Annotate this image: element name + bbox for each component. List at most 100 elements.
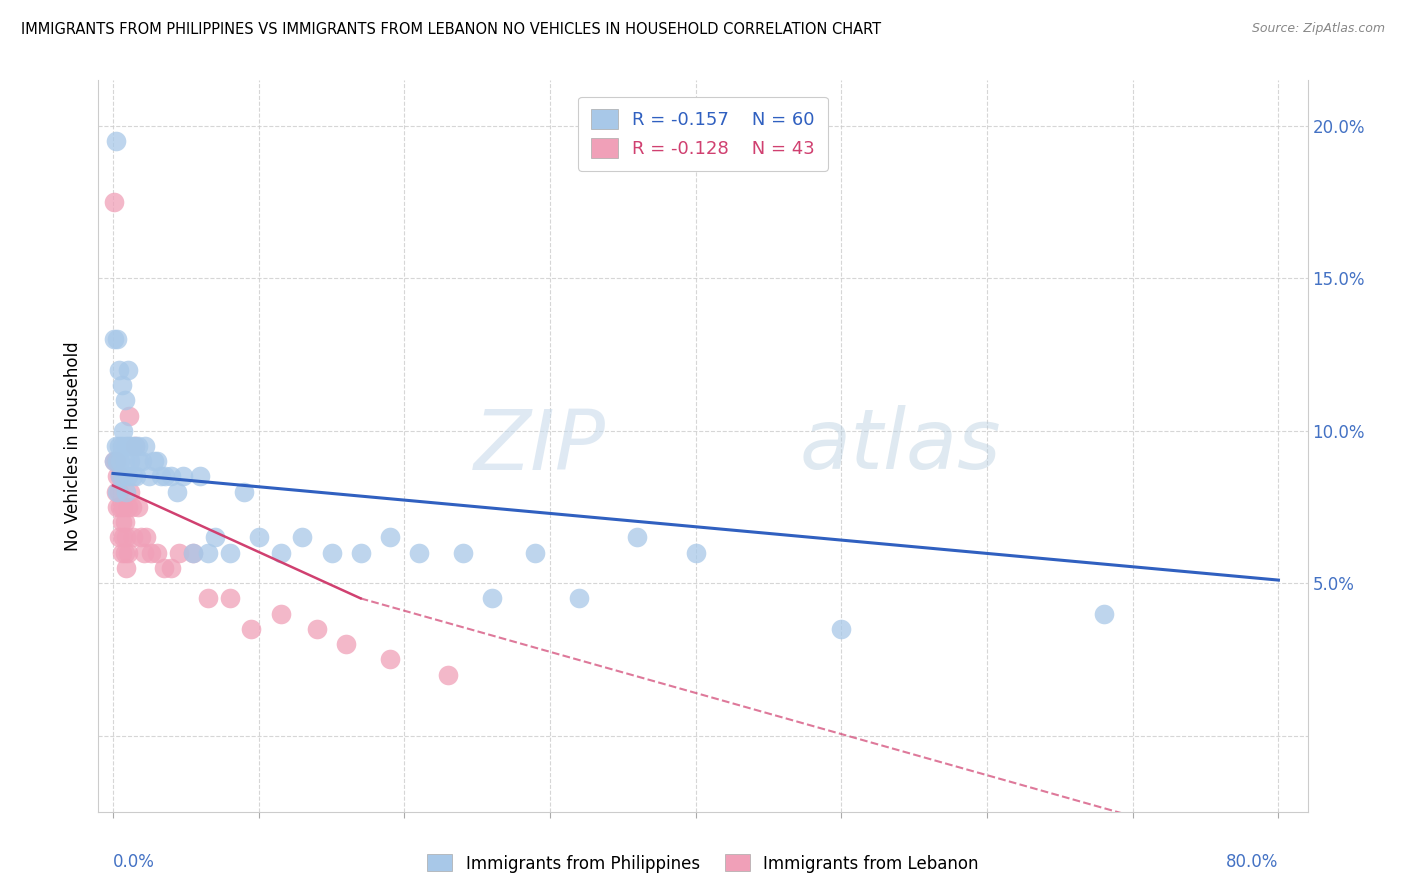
Point: [121, 439, 143, 453]
Text: ZIP: ZIP: [474, 406, 606, 486]
Point: [111, 546, 134, 560]
Point: [110, 469, 132, 483]
Point: [118, 409, 141, 423]
Point: [104, 439, 127, 453]
Point: [524, 546, 547, 560]
Point: [153, 561, 176, 575]
Point: [108, 484, 131, 499]
Point: [197, 591, 219, 606]
Point: [197, 546, 219, 560]
Point: [115, 484, 138, 499]
Point: [118, 439, 141, 453]
Point: [120, 484, 142, 499]
Point: [111, 378, 134, 392]
Point: [125, 469, 148, 483]
Point: [112, 530, 135, 544]
Point: [124, 439, 146, 453]
Point: [122, 530, 145, 544]
Point: [138, 469, 160, 483]
Point: [1092, 607, 1115, 621]
Text: Source: ZipAtlas.com: Source: ZipAtlas.com: [1251, 22, 1385, 36]
Point: [114, 546, 136, 560]
Point: [167, 546, 190, 560]
Point: [103, 332, 125, 346]
Point: [139, 546, 162, 560]
Point: [626, 530, 648, 544]
Text: atlas: atlas: [800, 406, 1001, 486]
Point: [104, 454, 127, 468]
Point: [335, 637, 357, 651]
Legend: R = -0.157    N = 60, R = -0.128    N = 43: R = -0.157 N = 60, R = -0.128 N = 43: [578, 96, 828, 170]
Point: [104, 484, 127, 499]
Point: [112, 469, 135, 483]
Point: [108, 439, 131, 453]
Point: [481, 591, 503, 606]
Point: [160, 469, 183, 483]
Point: [145, 546, 167, 560]
Point: [321, 546, 343, 560]
Point: [121, 500, 143, 514]
Point: [127, 500, 149, 514]
Point: [218, 591, 240, 606]
Point: [190, 469, 212, 483]
Point: [115, 530, 138, 544]
Point: [111, 515, 134, 529]
Point: [181, 546, 204, 560]
Point: [128, 454, 150, 468]
Point: [145, 454, 167, 468]
Point: [166, 484, 188, 499]
Point: [155, 469, 177, 483]
Point: [150, 469, 173, 483]
Point: [114, 454, 136, 468]
Point: [437, 667, 460, 681]
Point: [114, 393, 136, 408]
Point: [105, 454, 128, 468]
Point: [111, 439, 134, 453]
Text: IMMIGRANTS FROM PHILIPPINES VS IMMIGRANTS FROM LEBANON NO VEHICLES IN HOUSEHOLD : IMMIGRANTS FROM PHILIPPINES VS IMMIGRANT…: [21, 22, 882, 37]
Point: [134, 439, 156, 453]
Point: [218, 546, 240, 560]
Point: [291, 530, 314, 544]
Point: [103, 454, 125, 468]
Point: [270, 607, 292, 621]
Point: [105, 500, 128, 514]
Point: [110, 500, 132, 514]
Point: [305, 622, 328, 636]
Point: [124, 439, 146, 453]
Point: [685, 546, 707, 560]
Point: [378, 652, 401, 666]
Point: [408, 546, 430, 560]
Point: [378, 530, 401, 544]
Point: [108, 363, 131, 377]
Point: [204, 530, 226, 544]
Point: [129, 530, 152, 544]
Point: [127, 439, 149, 453]
Point: [122, 469, 145, 483]
Point: [108, 530, 131, 544]
Point: [132, 546, 155, 560]
Point: [117, 500, 139, 514]
Point: [112, 424, 135, 438]
Legend: Immigrants from Philippines, Immigrants from Lebanon: Immigrants from Philippines, Immigrants …: [420, 847, 986, 880]
Point: [110, 469, 132, 483]
Text: 80.0%: 80.0%: [1226, 854, 1278, 871]
Point: [105, 332, 128, 346]
Point: [142, 454, 165, 468]
Point: [117, 469, 139, 483]
Y-axis label: No Vehicles in Household: No Vehicles in Household: [65, 341, 83, 551]
Point: [103, 454, 125, 468]
Point: [115, 561, 138, 575]
Point: [270, 546, 292, 560]
Point: [105, 484, 128, 499]
Point: [105, 469, 128, 483]
Point: [131, 454, 153, 468]
Point: [110, 454, 132, 468]
Point: [160, 561, 183, 575]
Point: [568, 591, 591, 606]
Point: [120, 454, 142, 468]
Point: [115, 439, 138, 453]
Point: [112, 500, 135, 514]
Point: [117, 546, 139, 560]
Point: [240, 622, 263, 636]
Point: [451, 546, 474, 560]
